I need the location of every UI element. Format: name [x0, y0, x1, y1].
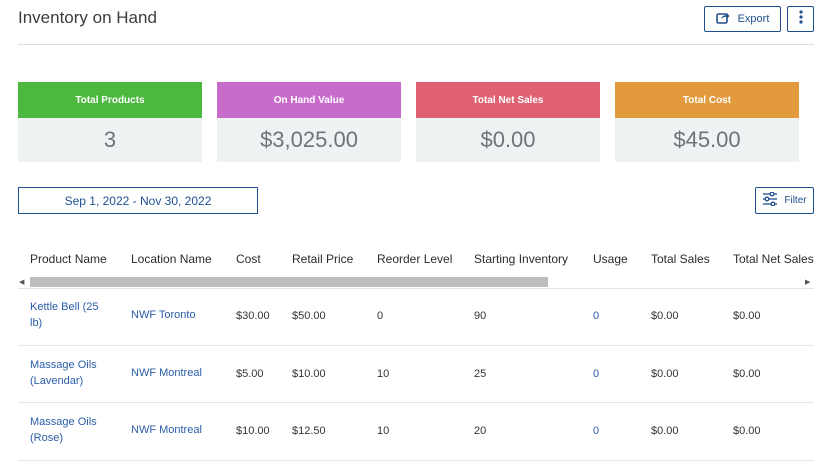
- retail-price-cell: $10.00: [292, 368, 326, 380]
- total-net-sales-cell: $0.00: [733, 310, 761, 322]
- column-header-retail-price[interactable]: Retail Price: [292, 252, 354, 266]
- filter-button-label: Filter: [784, 195, 807, 206]
- card-total-products: Total Products 3: [18, 82, 202, 162]
- card-label: Total Net Sales: [416, 82, 600, 118]
- total-net-sales-cell: $0.00: [733, 425, 761, 437]
- vertical-dots-icon: [798, 9, 803, 29]
- product-name-link[interactable]: Massage Oils (Lavendar): [30, 357, 97, 389]
- retail-price-cell: $50.00: [292, 310, 326, 322]
- card-total-net-sales: Total Net Sales $0.00: [416, 82, 600, 162]
- product-name-line: Massage Oils: [30, 359, 97, 371]
- product-name-line: Massage Oils: [30, 416, 97, 428]
- scroll-left-arrow-icon[interactable]: ◀: [19, 279, 25, 286]
- location-name-link[interactable]: NWF Montreal: [131, 424, 202, 436]
- row-divider: [18, 402, 814, 403]
- cost-cell: $10.00: [236, 425, 270, 437]
- card-on-hand-value: On Hand Value $3,025.00: [217, 82, 401, 162]
- row-divider: [18, 345, 814, 346]
- row-divider: [18, 460, 814, 461]
- card-label: Total Cost: [615, 82, 799, 118]
- column-header-location-name[interactable]: Location Name: [131, 252, 212, 266]
- more-options-button[interactable]: [787, 6, 814, 32]
- share-export-icon: [715, 11, 730, 27]
- retail-price-cell: $12.50: [292, 425, 326, 437]
- card-value: $3,025.00: [217, 118, 401, 162]
- card-value: 3: [18, 118, 202, 162]
- starting-inventory-cell: 20: [474, 425, 487, 437]
- product-name-link[interactable]: Massage Oils (Rose): [30, 414, 97, 446]
- row-divider: [18, 288, 814, 289]
- usage-link[interactable]: 0: [593, 368, 600, 380]
- card-total-cost: Total Cost $45.00: [615, 82, 799, 162]
- total-sales-cell: $0.00: [651, 425, 679, 437]
- cost-cell: $30.00: [236, 310, 270, 322]
- total-sales-cell: $0.00: [651, 310, 679, 322]
- reorder-level-cell: 10: [377, 368, 390, 380]
- starting-inventory-cell: 90: [474, 310, 487, 322]
- export-button-label: Export: [737, 13, 770, 25]
- starting-inventory-cell: 25: [474, 368, 487, 380]
- card-value: $45.00: [615, 118, 799, 162]
- total-net-sales-cell: $0.00: [733, 368, 761, 380]
- usage-link[interactable]: 0: [593, 425, 600, 437]
- scroll-right-arrow-icon[interactable]: ▶: [805, 279, 811, 286]
- product-name-line: Kettle Bell (25: [30, 301, 99, 313]
- column-header-starting-inventory[interactable]: Starting Inventory: [474, 252, 569, 266]
- column-header-reorder-level[interactable]: Reorder Level: [377, 252, 453, 266]
- column-header-total-sales[interactable]: Total Sales: [651, 252, 710, 266]
- export-button[interactable]: Export: [704, 6, 781, 32]
- filter-button[interactable]: Filter: [755, 187, 814, 214]
- total-sales-cell: $0.00: [651, 368, 679, 380]
- header-divider: [18, 44, 814, 45]
- product-name-line: (Lavendar): [30, 375, 84, 387]
- column-header-cost[interactable]: Cost: [236, 252, 261, 266]
- location-name-link[interactable]: NWF Montreal: [131, 367, 202, 379]
- card-value: $0.00: [416, 118, 600, 162]
- date-range-picker[interactable]: Sep 1, 2022 - Nov 30, 2022: [18, 187, 258, 214]
- card-label: Total Products: [18, 82, 202, 118]
- product-name-link[interactable]: Kettle Bell (25 lb): [30, 299, 98, 331]
- sliders-icon: [762, 191, 778, 209]
- product-name-line: (Rose): [30, 432, 64, 444]
- card-label: On Hand Value: [217, 82, 401, 118]
- scrollbar-thumb[interactable]: [30, 277, 548, 287]
- column-header-product-name[interactable]: Product Name: [30, 252, 107, 266]
- usage-link[interactable]: 0: [593, 310, 600, 322]
- location-name-link[interactable]: NWF Toronto: [131, 309, 196, 321]
- column-header-usage[interactable]: Usage: [593, 252, 628, 266]
- product-name-line: lb): [30, 317, 43, 329]
- column-header-total-net-sales[interactable]: Total Net Sales: [733, 252, 814, 266]
- reorder-level-cell: 0: [377, 310, 384, 322]
- reorder-level-cell: 10: [377, 425, 390, 437]
- page-title: Inventory on Hand: [18, 8, 157, 27]
- cost-cell: $5.00: [236, 368, 264, 380]
